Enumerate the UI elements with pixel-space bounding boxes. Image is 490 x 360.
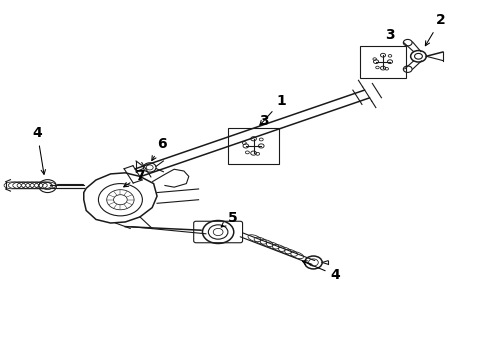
Text: 7: 7 (123, 170, 145, 187)
Text: 2: 2 (425, 13, 445, 46)
Bar (360, 45, 406, 78)
Text: 3: 3 (259, 114, 269, 128)
Text: 4: 4 (32, 126, 46, 174)
Text: 4: 4 (302, 261, 340, 282)
Text: 3: 3 (385, 28, 395, 42)
Text: 1: 1 (260, 94, 287, 125)
Bar (228, 128, 279, 164)
Text: 6: 6 (152, 137, 167, 161)
Text: 5: 5 (221, 211, 238, 227)
